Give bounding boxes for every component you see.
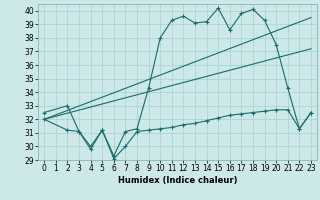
X-axis label: Humidex (Indice chaleur): Humidex (Indice chaleur)	[118, 176, 237, 185]
